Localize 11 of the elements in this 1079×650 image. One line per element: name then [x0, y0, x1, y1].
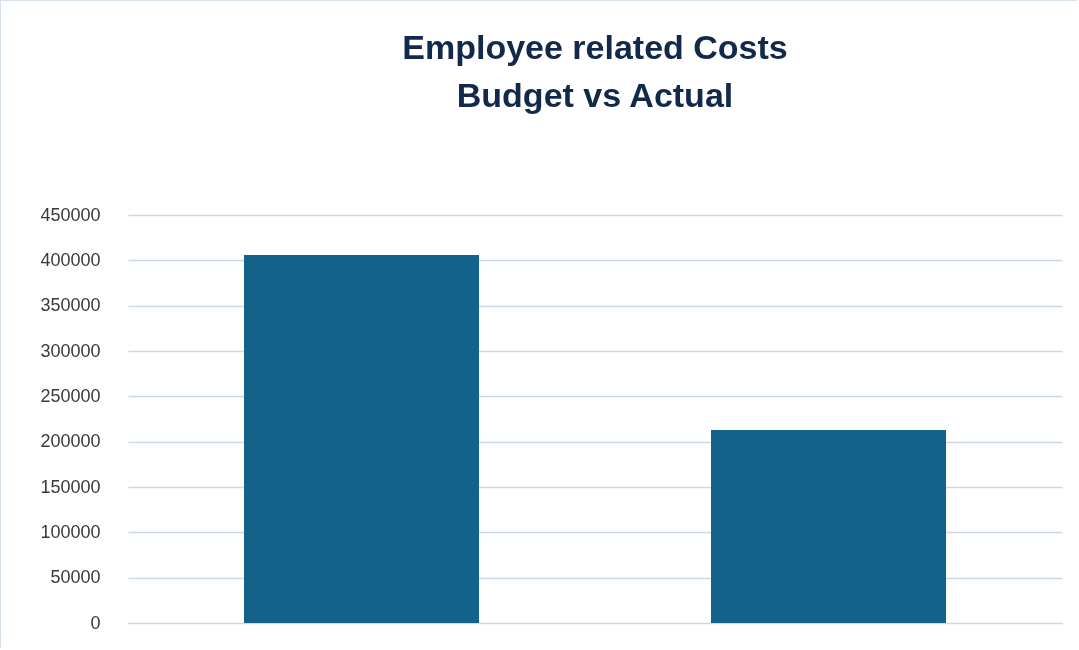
y-tick-label: 300000 — [40, 340, 101, 361]
y-tick-label: 450000 — [40, 204, 101, 225]
y-tick-label: 150000 — [40, 476, 101, 497]
chart-title: Employee related Costs Budget vs Actual — [402, 28, 788, 114]
y-tick-label: 200000 — [40, 431, 101, 452]
y-tick-label: 400000 — [40, 249, 101, 270]
y-tick-label: 350000 — [40, 295, 101, 316]
y-tick-label: 50000 — [50, 567, 101, 588]
y-tick-label: 100000 — [40, 521, 101, 542]
y-tick-label: 0 — [90, 612, 101, 633]
y-tick-label: 250000 — [40, 385, 101, 406]
